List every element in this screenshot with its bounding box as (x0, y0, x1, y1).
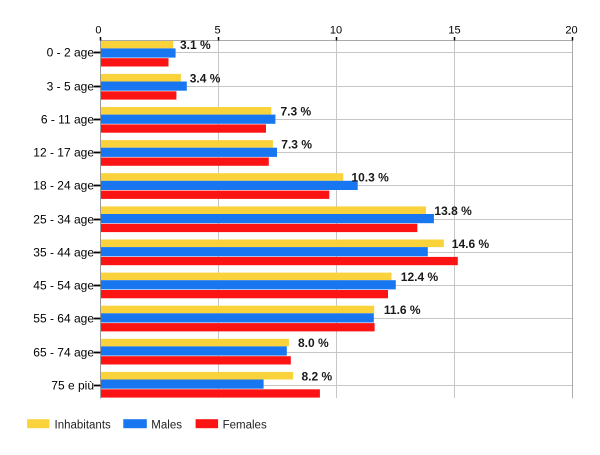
svg-text:45 - 54 age: 45 - 54 age (33, 279, 94, 293)
svg-text:25 - 34 age: 25 - 34 age (33, 213, 94, 227)
svg-text:75 e più: 75 e più (51, 379, 94, 393)
svg-text:Males: Males (151, 420, 182, 432)
svg-text:35 - 44 age: 35 - 44 age (33, 246, 94, 260)
svg-text:3 - 5 age: 3 - 5 age (47, 80, 95, 94)
svg-text:6 - 11 age: 6 - 11 age (41, 113, 94, 127)
svg-text:20: 20 (565, 24, 577, 36)
svg-text:12.4 %: 12.4 % (401, 270, 439, 284)
svg-text:5: 5 (214, 24, 220, 36)
svg-text:14.6 %: 14.6 % (452, 237, 490, 251)
svg-text:7.3 %: 7.3 % (281, 104, 312, 118)
svg-text:18 - 24 age: 18 - 24 age (33, 179, 94, 193)
svg-text:Females: Females (223, 420, 267, 432)
svg-text:55 - 64 age: 55 - 64 age (33, 312, 94, 326)
svg-text:10.3 %: 10.3 % (351, 171, 389, 185)
svg-text:0: 0 (95, 24, 101, 36)
svg-text:7.3 %: 7.3 % (281, 138, 312, 152)
svg-text:15: 15 (448, 24, 460, 36)
svg-text:8.0 %: 8.0 % (298, 336, 329, 350)
svg-text:3.1 %: 3.1 % (180, 38, 211, 52)
svg-text:3.4 %: 3.4 % (190, 71, 221, 85)
svg-text:12 - 17 age: 12 - 17 age (33, 146, 94, 160)
svg-text:11.6 %: 11.6 % (384, 303, 421, 317)
svg-text:8.2 %: 8.2 % (302, 369, 333, 383)
svg-text:Inhabitants: Inhabitants (55, 420, 112, 432)
svg-text:10: 10 (330, 24, 342, 36)
svg-text:13.8 %: 13.8 % (434, 204, 472, 218)
svg-text:0 - 2 age: 0 - 2 age (47, 46, 95, 60)
svg-text:65 - 74 age: 65 - 74 age (33, 346, 94, 360)
